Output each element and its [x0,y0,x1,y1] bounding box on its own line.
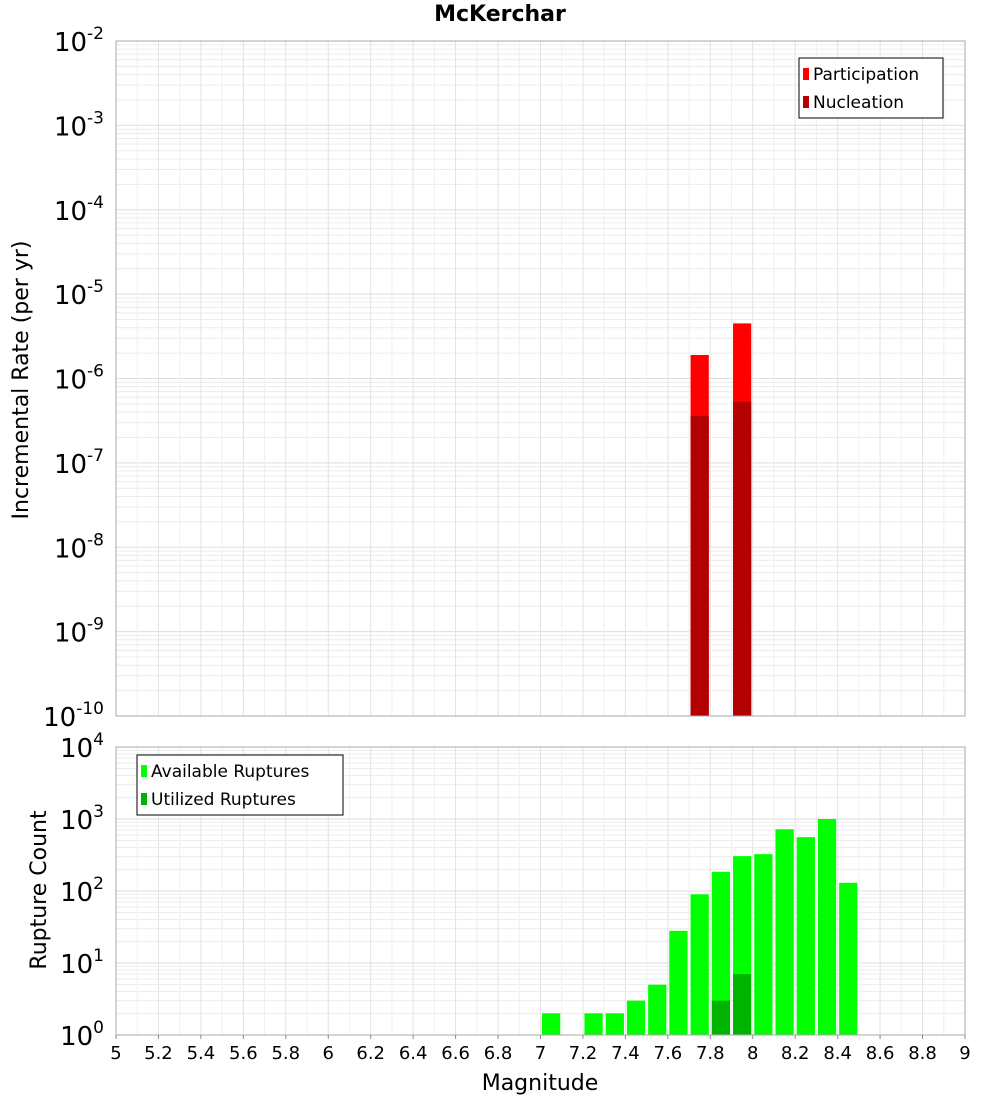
bar-utilized-ruptures [733,974,752,1035]
x-tick-label: 5 [110,1043,121,1064]
plot-frame [115,40,966,717]
chart-title: McKerchar [434,2,566,27]
legend-swatch [803,68,809,80]
x-tick-label: 7.8 [696,1043,725,1064]
legend: Available Ruptures Utilized Ruptures [136,754,344,816]
y-tick-label: 10-8 [54,530,104,564]
bar-available-ruptures [584,1013,603,1035]
x-tick-label: 6.6 [441,1043,470,1064]
x-tick-label: 6.8 [484,1043,513,1064]
x-tick-label: 7.6 [654,1043,683,1064]
y-tick-label: 104 [60,730,104,764]
x-tick-label: 7.2 [569,1043,598,1064]
y-tick-label: 10-6 [54,362,104,396]
x-axis: 5 5.2 5.4 5.6 5.8 6 6.2 6.4 6.6 6.8 7 7.2 7.4 7.6 7.8 8… [110,1035,971,1064]
y-tick-label: 10-9 [54,615,104,649]
y-tick-label: 10-2 [54,24,104,58]
x-tick-label: 8.4 [823,1043,852,1064]
x-tick-label: 8.6 [866,1043,895,1064]
x-tick-label: 6.4 [399,1043,428,1064]
y-tick-label: 103 [60,802,104,836]
y-axis-title-bottom: Rupture Count [27,810,52,970]
x-tick-label: 6 [323,1043,334,1064]
y-tick-label: 10-7 [54,446,104,480]
x-tick-label: 9 [959,1043,970,1064]
legend-label: Nucleation [813,93,904,113]
x-tick-label: 5.2 [144,1043,173,1064]
y-tick-label: 10-3 [54,108,104,142]
legend-box [136,754,344,816]
y-tick-label: 101 [60,946,104,980]
x-tick-label: 8.2 [781,1043,810,1064]
legend: Participation Nucleation [798,57,944,119]
y-tick-label: 10-5 [54,277,104,311]
x-tick-label: 5.8 [271,1043,300,1064]
x-axis-title: Magnitude [482,1071,599,1096]
x-tick-label: 5.6 [229,1043,258,1064]
legend-label: Participation [813,65,919,85]
y-tick-label: 102 [60,874,104,908]
legend-box [798,57,944,119]
y-axis-title-top: Incremental Rate (per yr) [9,241,34,520]
x-tick-label: 6.2 [356,1043,385,1064]
bar-available-ruptures [817,819,837,1035]
bottom-panel: 100 101 102 103 104 Available Ruptures Utilize… [60,730,966,1052]
bar-utilized-ruptures [711,1000,731,1035]
bar-nucleation [690,415,709,716]
bar-available-ruptures [669,930,688,1035]
bar-available-ruptures [690,894,709,1035]
y-tick-label: 10-4 [54,193,104,227]
y-tick-label: 100 [60,1018,104,1052]
legend-swatch [803,96,809,108]
x-tick-label: 7.4 [611,1043,640,1064]
bar-nucleation [733,401,752,716]
bar-available-ruptures [542,1013,561,1035]
x-tick-label: 7 [535,1043,546,1064]
bar-available-ruptures [775,829,794,1035]
bar-available-ruptures [648,984,667,1035]
x-tick-label: 5.4 [187,1043,216,1064]
bar-available-ruptures [626,1000,646,1035]
bar-available-ruptures [796,837,815,1035]
legend-label: Utilized Ruptures [151,790,296,810]
bar-available-ruptures [839,882,858,1035]
bar-available-ruptures [754,854,773,1035]
bar-available-ruptures [711,871,731,1035]
legend-label: Available Ruptures [151,762,309,782]
legend-swatch [141,793,147,805]
x-tick-label: 8.8 [908,1043,937,1064]
top-panel: 10-10 10-9 10-8 10-7 10-6 10-5 10-4 10-3 10-2 Par… [43,24,966,733]
legend-swatch [141,765,147,777]
bar-available-ruptures [605,1013,624,1035]
y-tick-label: 10-10 [43,699,104,733]
x-tick-label: 8 [747,1043,758,1064]
